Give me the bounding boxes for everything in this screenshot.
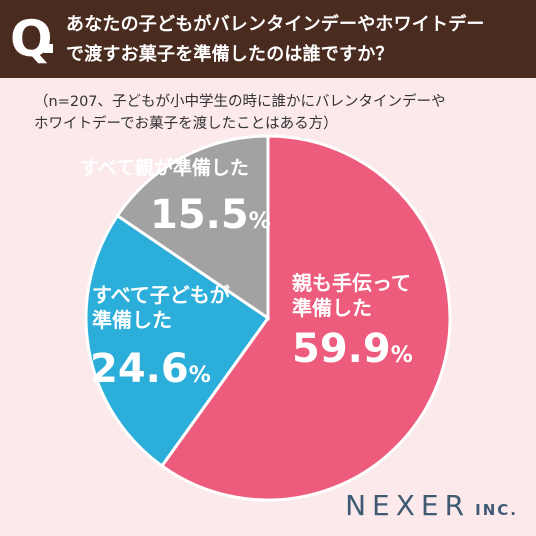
slice-label-1-line-1: 親も手伝って — [292, 271, 411, 295]
sample-note-line-2: ホワイトデーでお菓子を渡したことはある方） — [34, 116, 338, 132]
logo-sub-text: INC. — [475, 501, 518, 519]
logo-main-text: NEXER — [345, 489, 471, 522]
nexer-logo: NEXER INC. — [345, 489, 518, 522]
slice-unit-1: % — [391, 343, 413, 368]
sample-note-line-1: （n=207、子どもが小中学生の時に誰かにバレンタインデーや — [34, 94, 446, 110]
question-line-2: で渡すお菓子を準備したのは誰ですか？ — [66, 44, 394, 65]
slice-label-2-line-1: すべて子どもが — [92, 283, 230, 307]
slice-unit-3: % — [249, 209, 271, 234]
q-mark: Q — [10, 10, 53, 68]
pie-slice-3 — [115, 134, 270, 321]
slice-label-1-line-2: 準備した — [292, 296, 372, 320]
slice-unit-2: % — [189, 363, 211, 388]
question-header: Q あなたの子どもがバレンタインデーやホワイトデー で渡すお菓子を準備したのは誰… — [0, 0, 536, 78]
q-dot — [44, 44, 53, 53]
slice-label-2-line-2: 準備した — [92, 308, 172, 332]
pie-slice-2 — [84, 213, 271, 469]
pie-slice-1 — [159, 134, 452, 502]
slice-label-3-line-1: すべて親が準備した — [80, 156, 249, 179]
question-line-1: あなたの子どもがバレンタインデーやホワイトデー — [66, 14, 485, 35]
